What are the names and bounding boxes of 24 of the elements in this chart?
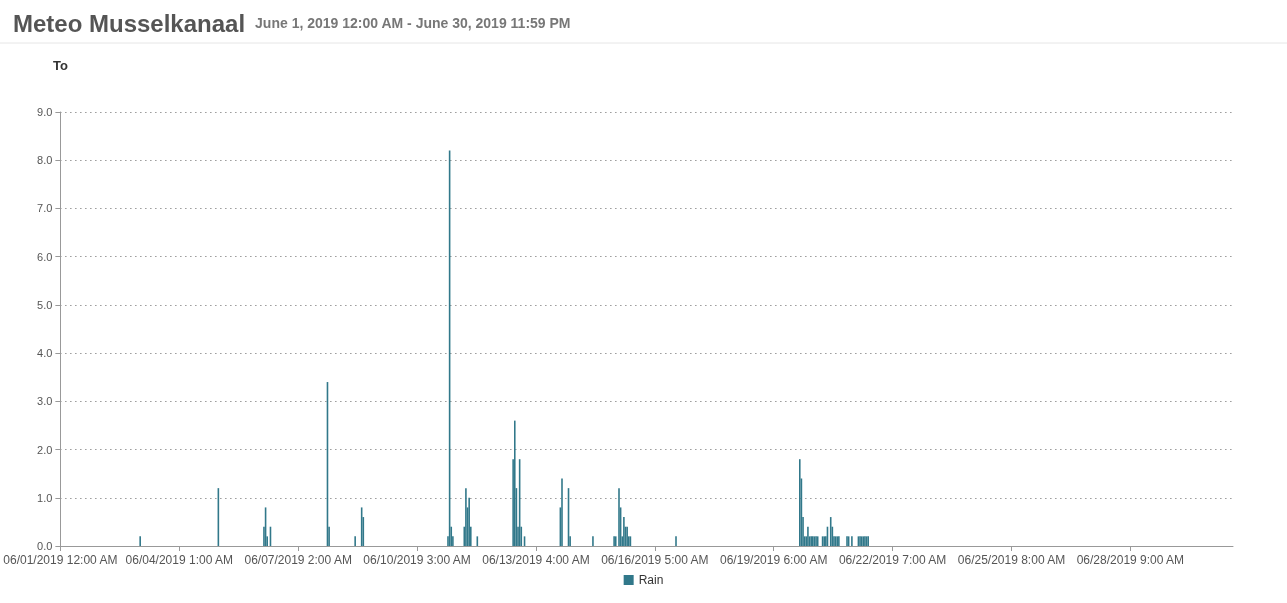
x-tick-label: 06/10/2019 3:00 AM (363, 553, 471, 567)
chart-title: Meteo Musselkanaal (13, 9, 246, 37)
y-tick-label: 8.0 (37, 154, 53, 167)
x-tick-label: 06/22/2019 7:00 AM (838, 553, 947, 567)
y-tick-label: 2.0 (37, 443, 53, 456)
y-tick-label: 4.0 (37, 347, 53, 360)
x-tick-label: 06/01/2019 12:00 AM (3, 553, 118, 567)
y-tick-label: 6.0 (37, 250, 53, 263)
y-tick-label: 3.0 (37, 395, 53, 408)
x-tick-label: 06/28/2019 9:00 AM (1076, 553, 1185, 567)
y-axis-title: To (52, 58, 68, 73)
chart-subtitle: June 1, 2019 12:00 AM - June 30, 2019 11:59 PM (255, 15, 571, 31)
x-tick-label: 06/04/2019 1:00 AM (125, 553, 233, 567)
y-tick-label: 1.0 (37, 491, 53, 504)
y-tick-label: 5.0 (37, 298, 53, 311)
y-tick-label: 7.0 (37, 202, 53, 215)
x-tick-label: 06/25/2019 8:00 AM (957, 553, 1066, 567)
x-tick-label: 06/07/2019 2:00 AM (244, 553, 352, 567)
y-tick-label: 9.0 (37, 106, 53, 118)
y-tick-label: 0.0 (37, 540, 53, 552)
x-tick-label: 06/13/2019 4:00 AM (482, 553, 590, 567)
x-tick-label: 06/16/2019 5:00 AM (601, 553, 709, 567)
x-tick-label: 06/19/2019 6:00 AM (720, 553, 828, 567)
legend-label: Rain (638, 573, 664, 587)
